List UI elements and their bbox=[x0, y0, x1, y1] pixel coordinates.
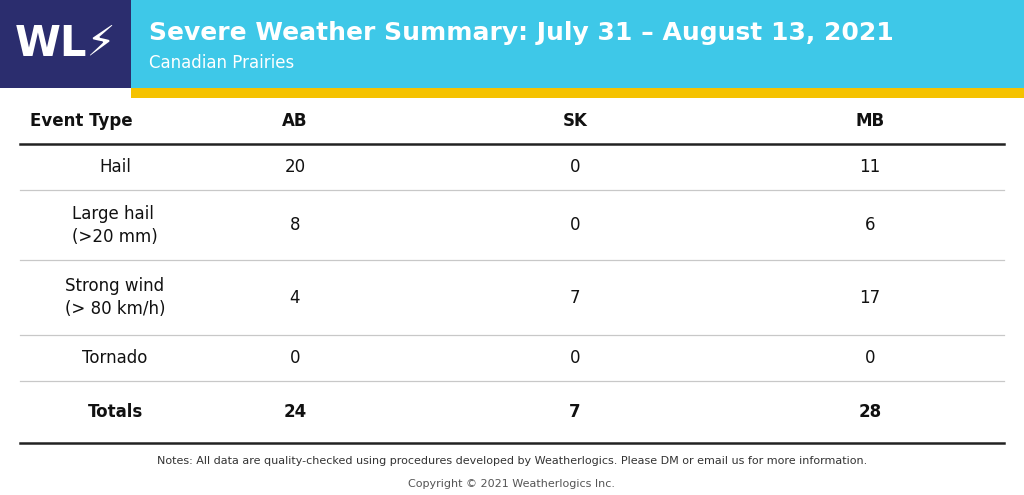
Text: Canadian Prairies: Canadian Prairies bbox=[150, 54, 294, 72]
Text: 17: 17 bbox=[859, 289, 881, 306]
Text: 0: 0 bbox=[569, 216, 581, 234]
Text: 24: 24 bbox=[284, 403, 306, 421]
Bar bbox=[131, 0, 1024, 88]
Text: 0: 0 bbox=[569, 349, 581, 367]
Bar bbox=[0, 0, 131, 88]
Text: MB: MB bbox=[855, 112, 885, 130]
Bar bbox=[131, 88, 1024, 98]
Text: 7: 7 bbox=[569, 403, 581, 421]
Text: 8: 8 bbox=[290, 216, 300, 234]
Text: Totals: Totals bbox=[87, 403, 142, 421]
Text: AB: AB bbox=[283, 112, 308, 130]
Text: 6: 6 bbox=[864, 216, 876, 234]
Text: Event Type: Event Type bbox=[30, 112, 133, 130]
Text: Severe Weather Summary: July 31 – August 13, 2021: Severe Weather Summary: July 31 – August… bbox=[150, 21, 894, 45]
Text: 4: 4 bbox=[290, 289, 300, 306]
Text: Large hail
(>20 mm): Large hail (>20 mm) bbox=[72, 204, 158, 246]
Text: Notes: All data are quality-checked using procedures developed by Weatherlogics.: Notes: All data are quality-checked usin… bbox=[157, 456, 867, 466]
Text: 0: 0 bbox=[569, 158, 581, 176]
Text: SK: SK bbox=[562, 112, 588, 130]
Text: 28: 28 bbox=[858, 403, 882, 421]
Text: 7: 7 bbox=[569, 289, 581, 306]
Text: 11: 11 bbox=[859, 158, 881, 176]
Text: Copyright © 2021 Weatherlogics Inc.: Copyright © 2021 Weatherlogics Inc. bbox=[409, 479, 615, 489]
Text: 0: 0 bbox=[290, 349, 300, 367]
Text: 20: 20 bbox=[285, 158, 305, 176]
Text: 0: 0 bbox=[864, 349, 876, 367]
Text: Strong wind
(> 80 km/h): Strong wind (> 80 km/h) bbox=[65, 277, 165, 318]
Text: Hail: Hail bbox=[99, 158, 131, 176]
Text: Tornado: Tornado bbox=[82, 349, 147, 367]
Text: WL⚡: WL⚡ bbox=[14, 23, 117, 65]
